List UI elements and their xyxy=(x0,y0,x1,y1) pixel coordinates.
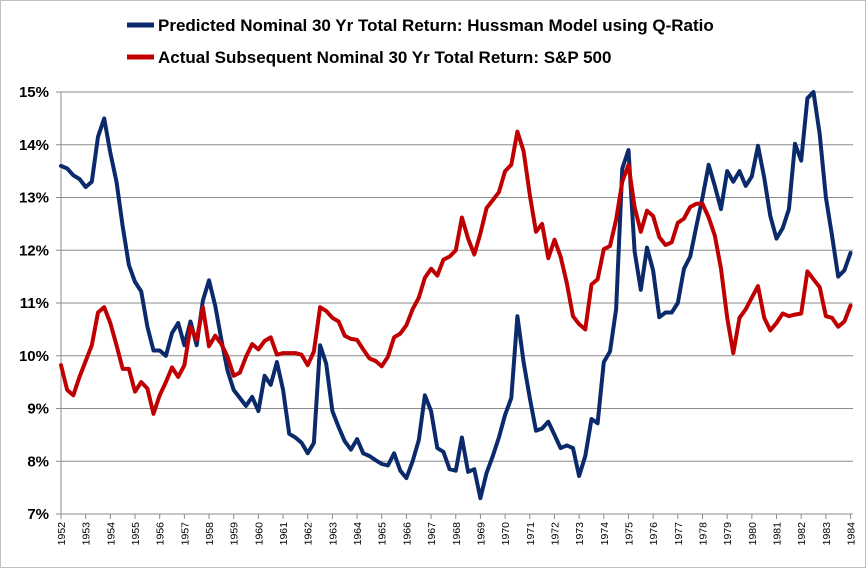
x-tick-label: 1979 xyxy=(722,522,734,546)
x-axis-ticks: 1952 1953 1954 1955 1956 1957 1958 1959 1960 1961… xyxy=(56,514,858,545)
x-tick-label: 1973 xyxy=(574,522,586,546)
x-tick-label: 1953 xyxy=(81,522,93,546)
y-tick-label: 15% xyxy=(19,84,49,101)
x-tick-label: 1984 xyxy=(846,522,858,546)
x-tick-label: 1967 xyxy=(426,522,438,546)
x-tick-label: 1956 xyxy=(155,522,167,546)
legend-label-predicted: Predicted Nominal 30 Yr Total Return: Hu… xyxy=(158,16,714,35)
x-tick-label: 1978 xyxy=(697,522,709,546)
x-tick-label: 1974 xyxy=(599,522,611,546)
y-tick-label: 9% xyxy=(27,401,49,418)
series-line-predicted xyxy=(59,90,853,501)
x-tick-label: 1964 xyxy=(352,522,364,546)
series-line-actual xyxy=(59,129,853,416)
x-tick-label: 1965 xyxy=(377,522,389,546)
x-tick-label: 1980 xyxy=(747,522,759,546)
legend-label-actual: Actual Subsequent Nominal 30 Yr Total Re… xyxy=(158,48,611,67)
y-tick-label: 10% xyxy=(19,348,49,365)
x-tick-label: 1969 xyxy=(475,522,487,546)
x-tick-label: 1955 xyxy=(130,522,142,546)
x-tick-label: 1952 xyxy=(56,522,68,546)
x-tick-label: 1975 xyxy=(623,522,635,546)
y-tick-label: 12% xyxy=(19,242,49,259)
x-tick-label: 1959 xyxy=(229,522,241,546)
x-tick-label: 1983 xyxy=(821,522,833,546)
x-tick-label: 1961 xyxy=(278,522,290,546)
x-tick-label: 1966 xyxy=(401,522,413,546)
x-tick-label: 1981 xyxy=(772,522,784,546)
x-tick-label: 1976 xyxy=(648,522,660,546)
y-tick-label: 7% xyxy=(27,506,49,523)
x-tick-label: 1962 xyxy=(303,522,315,546)
x-tick-label: 1963 xyxy=(327,522,339,546)
legend: Predicted Nominal 30 Yr Total Return: Hu… xyxy=(127,16,714,67)
y-tick-label: 13% xyxy=(19,190,49,207)
series-lines xyxy=(59,90,853,501)
x-tick-label: 1960 xyxy=(253,522,265,546)
y-tick-label: 11% xyxy=(20,295,49,312)
x-tick-label: 1972 xyxy=(549,522,561,546)
x-tick-label: 1954 xyxy=(105,522,117,546)
gridlines xyxy=(61,91,853,515)
x-tick-label: 1970 xyxy=(500,522,512,546)
y-axis-ticks: 7% 8% 9% 10% 11% 12% 13% 14% 15% xyxy=(19,84,61,523)
x-tick-label: 1968 xyxy=(451,522,463,546)
x-tick-label: 1957 xyxy=(179,522,191,546)
y-tick-label: 8% xyxy=(27,453,49,470)
x-tick-label: 1977 xyxy=(673,522,685,546)
x-tick-label: 1971 xyxy=(525,522,537,546)
x-tick-label: 1958 xyxy=(204,522,216,546)
y-tick-label: 14% xyxy=(19,137,49,154)
x-tick-label: 1982 xyxy=(796,522,808,546)
